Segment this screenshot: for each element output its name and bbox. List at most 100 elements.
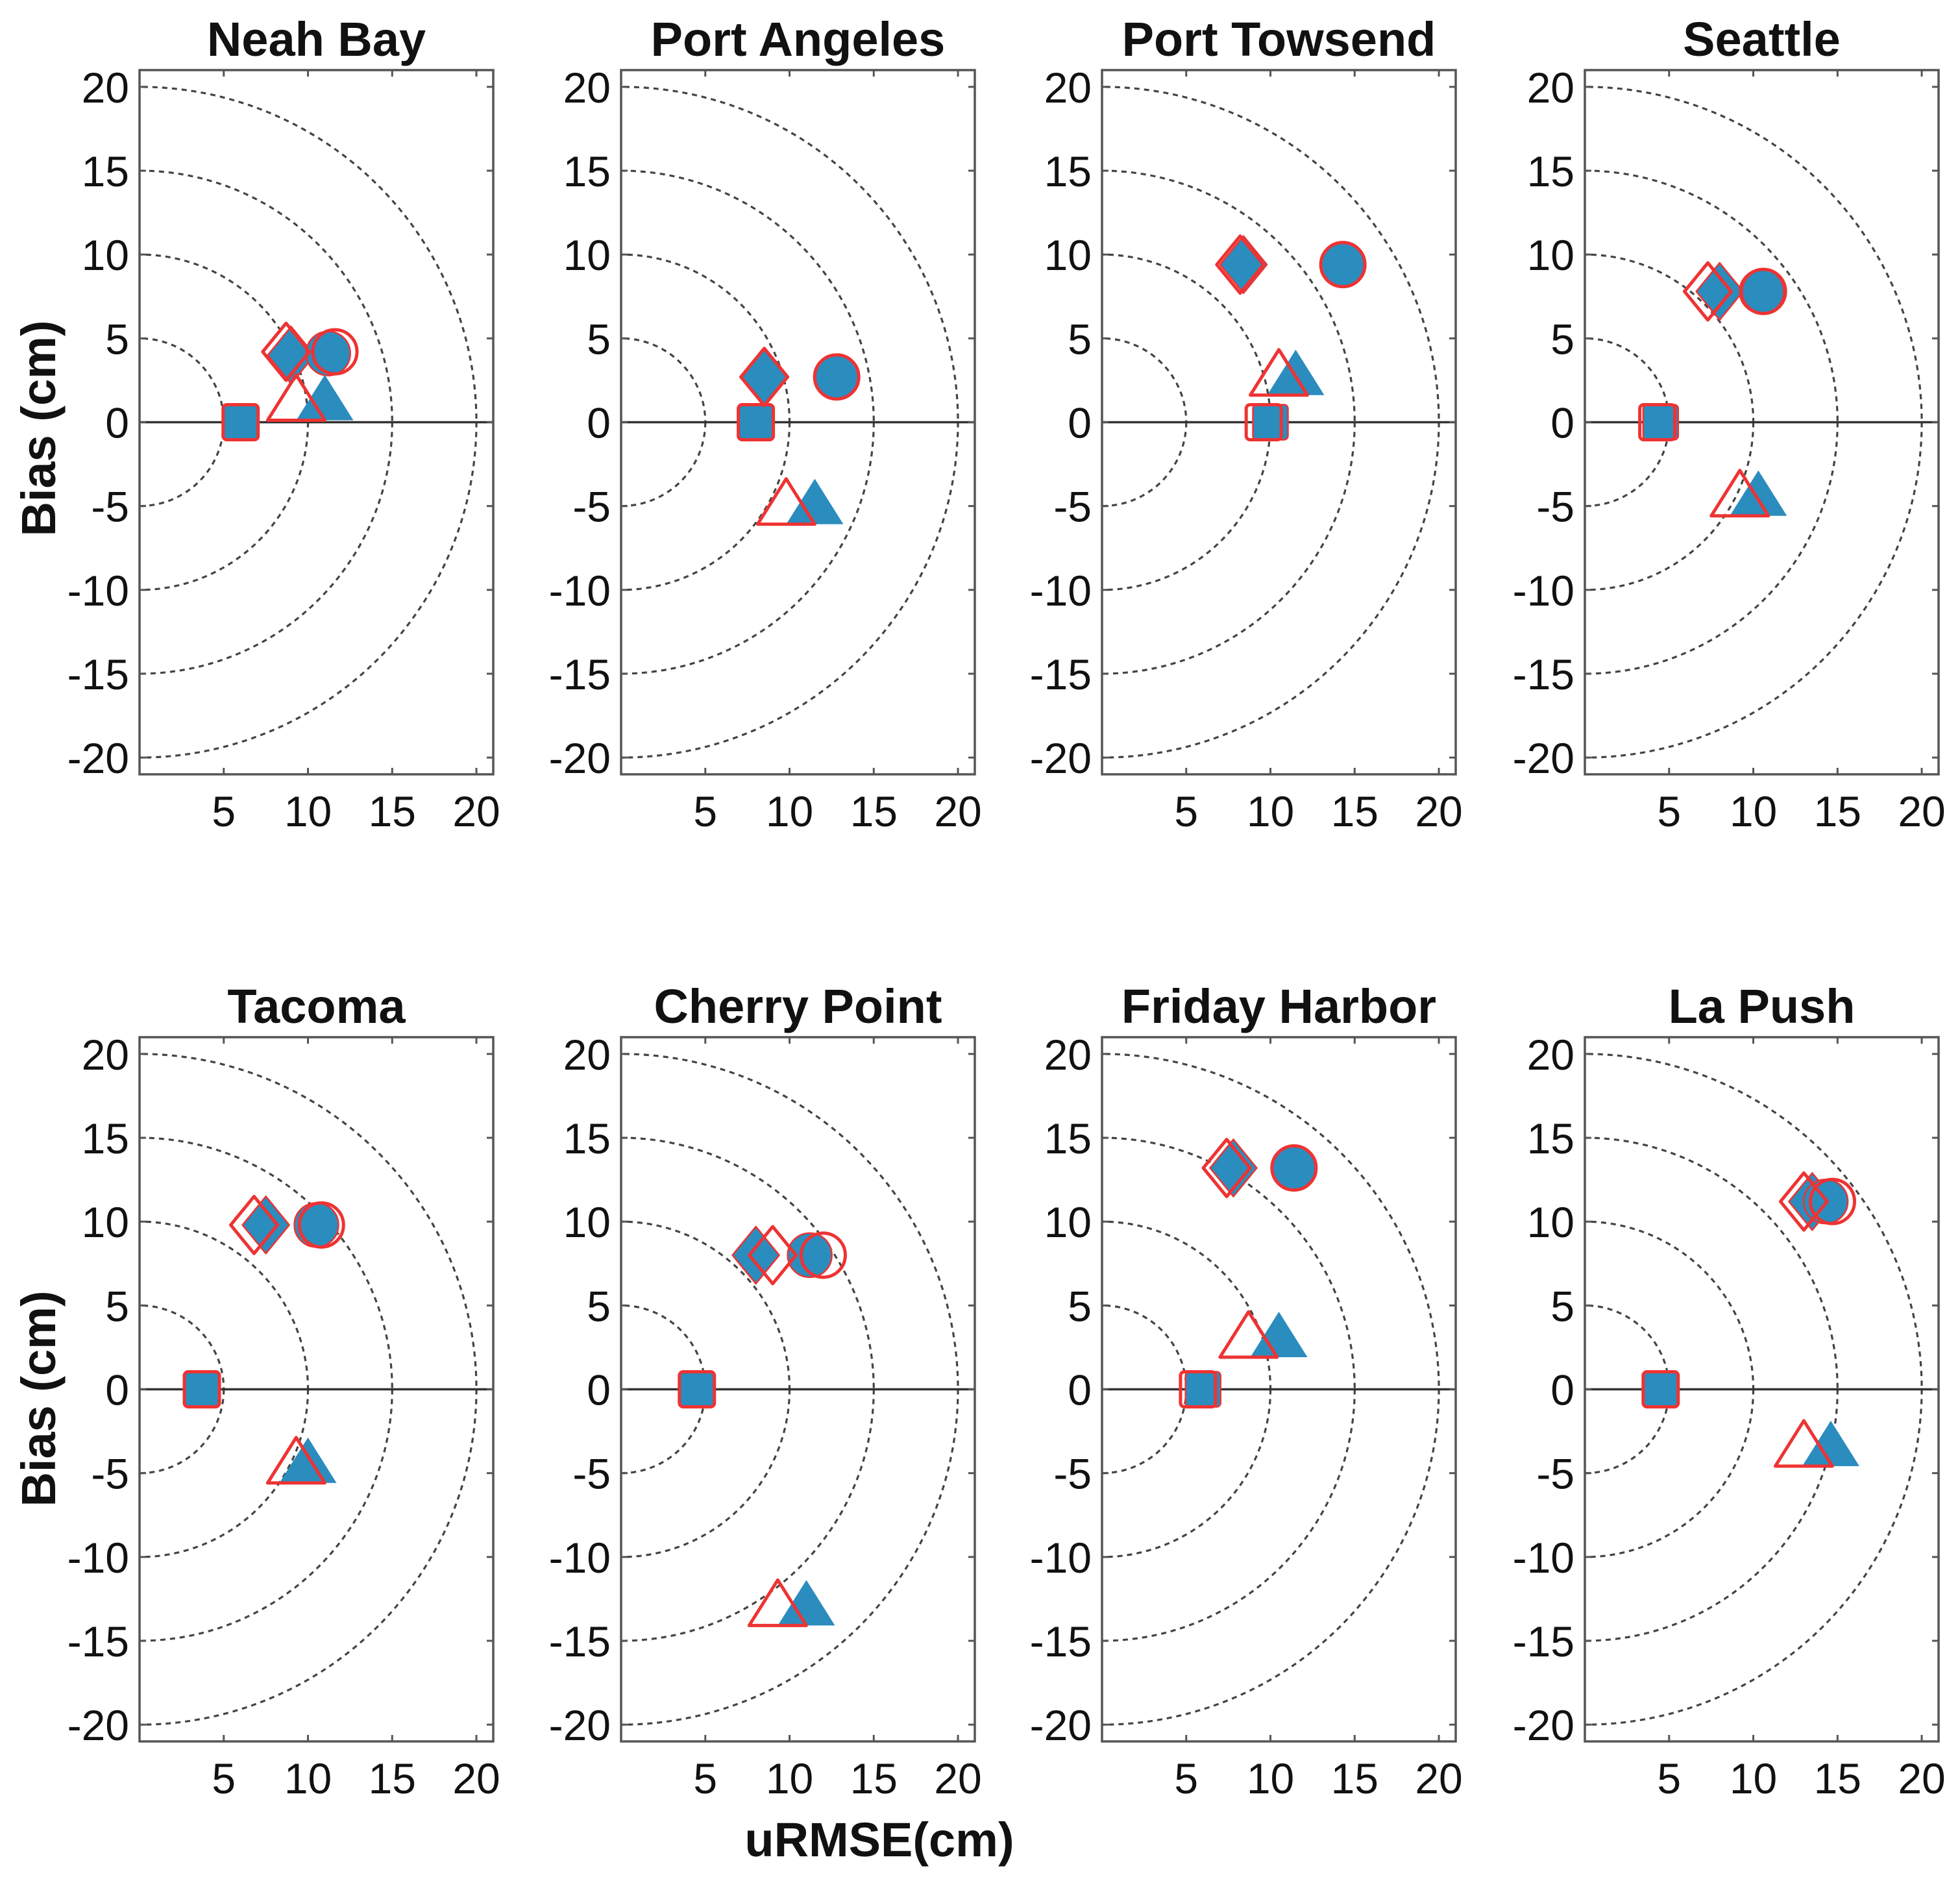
y-tick-label: -15 — [1513, 650, 1574, 698]
x-tick-label: 20 — [1415, 1754, 1462, 1802]
panel-6: Cherry Point -20 -15 -10 -5 0 5 10 15 20 5 10 15 20 — [549, 979, 982, 1802]
x-tick-label: 5 — [1174, 1754, 1198, 1802]
panel-title: Tacoma — [227, 979, 406, 1033]
filled-triangle-marker — [279, 1437, 337, 1483]
y-tick-label: 15 — [1527, 1114, 1574, 1162]
y-tick-label: -20 — [67, 1701, 129, 1749]
y-tick-label: -5 — [91, 483, 129, 531]
y-tick-label: -20 — [549, 734, 611, 782]
y-tick-label: -10 — [549, 1534, 611, 1582]
x-tick-label: 20 — [452, 787, 500, 835]
x-tick-label: 20 — [1898, 787, 1945, 835]
y-tick-label: -15 — [1030, 650, 1092, 698]
x-tick-label: 5 — [212, 787, 236, 835]
y-tick-label: -5 — [91, 1450, 129, 1498]
y-tick-label: 10 — [82, 1198, 129, 1246]
y-tick-label: -5 — [572, 1450, 611, 1498]
filled-diamond-marker — [241, 1196, 290, 1255]
y-tick-label: 0 — [1068, 1366, 1092, 1414]
y-tick-label: 5 — [105, 315, 129, 363]
y-tick-label: 10 — [1527, 231, 1574, 279]
x-tick-label: 15 — [1814, 1754, 1861, 1802]
x-tick-label: 15 — [1814, 787, 1861, 835]
open-diamond-marker — [1682, 261, 1733, 322]
y-tick-label: 20 — [563, 1031, 611, 1079]
y-tick-label: 0 — [587, 399, 611, 447]
y-tick-label: -5 — [1536, 1450, 1574, 1498]
y-tick-label: 15 — [1044, 1114, 1092, 1162]
filled-diamond-marker — [1209, 1138, 1258, 1198]
y-tick-label: -20 — [1513, 734, 1574, 782]
open-square-marker — [1638, 403, 1677, 441]
y-tick-label: -15 — [1030, 1617, 1092, 1665]
y-tick-label: 0 — [1550, 1366, 1574, 1414]
filled-square-marker — [1642, 1371, 1680, 1408]
open-circle-marker — [813, 353, 861, 401]
open-circle-marker — [1739, 267, 1787, 315]
filled-diamond-marker — [1695, 262, 1744, 321]
open-triangle-marker — [1218, 1310, 1279, 1359]
y-axis-label-bottom: Bias (cm) — [12, 1290, 66, 1506]
open-circle-marker — [1809, 1177, 1856, 1225]
y-tick-label: 20 — [1527, 1031, 1574, 1079]
filled-diamond-marker — [740, 347, 789, 406]
panel-title: Friday Harbor — [1121, 979, 1436, 1033]
open-triangle-marker — [755, 477, 816, 526]
y-tick-label: -20 — [549, 1701, 611, 1749]
x-tick-label: 5 — [693, 1754, 717, 1802]
x-tick-label: 20 — [934, 787, 981, 835]
filled-square-marker — [737, 404, 774, 441]
panel-title: Seattle — [1683, 12, 1841, 66]
open-square-marker — [737, 403, 776, 441]
panel-title: Port Angeles — [651, 12, 946, 66]
filled-diamond-marker — [1219, 235, 1268, 294]
open-triangle-marker — [265, 1436, 326, 1485]
y-tick-label: -15 — [549, 650, 611, 698]
y-tick-label: 15 — [82, 1114, 129, 1162]
filled-triangle-marker — [1730, 470, 1787, 516]
y-tick-label: -10 — [67, 567, 129, 615]
y-tick-label: 20 — [82, 1031, 129, 1079]
filled-square-marker — [183, 1371, 221, 1408]
x-tick-label: 20 — [452, 1754, 500, 1802]
y-tick-label: -15 — [67, 650, 129, 698]
y-tick-label: -10 — [549, 567, 611, 615]
x-tick-label: 15 — [850, 1754, 898, 1802]
y-tick-label: 15 — [563, 1114, 611, 1162]
y-tick-label: 10 — [563, 1198, 611, 1246]
y-tick-label: 0 — [105, 1366, 129, 1414]
filled-triangle-marker — [1250, 1312, 1308, 1357]
panel-8: La Push -20 -15 -10 -5 0 5 10 15 20 5 10 15 20 — [1513, 979, 1946, 1802]
y-tick-label: -20 — [1030, 1701, 1092, 1749]
panel-7: Friday Harbor -20 -15 -10 -5 0 5 10 15 20 5 10 15 20 — [1030, 979, 1463, 1802]
panel-3: Port Towsend -20 -15 -10 -5 0 5 10 15 20 5 10 15 20 — [1030, 12, 1463, 835]
open-diamond-marker — [748, 1225, 798, 1286]
open-triangle-marker — [265, 373, 326, 422]
filled-square-marker — [678, 1371, 716, 1408]
open-circle-marker — [799, 1231, 847, 1279]
y-tick-label: 15 — [1044, 147, 1092, 195]
y-tick-label: 10 — [1527, 1198, 1574, 1246]
y-tick-label: 20 — [1044, 64, 1092, 112]
x-tick-label: 10 — [1247, 787, 1294, 835]
open-triangle-marker — [1709, 469, 1770, 518]
y-axis-label-top: Bias (cm) — [12, 320, 66, 536]
panel-4: Seattle -20 -15 -10 -5 0 5 10 15 20 5 10 15 20 — [1513, 12, 1946, 835]
x-tick-label: 10 — [1730, 1754, 1777, 1802]
x-tick-label: 10 — [284, 1754, 332, 1802]
x-tick-label: 5 — [1657, 1754, 1681, 1802]
y-tick-label: 10 — [82, 231, 129, 279]
x-tick-label: 15 — [1331, 787, 1378, 835]
panel-title: La Push — [1669, 979, 1856, 1033]
x-tick-label: 20 — [934, 1754, 981, 1802]
y-tick-label: -10 — [1513, 567, 1574, 615]
panel-title: Cherry Point — [654, 979, 942, 1033]
y-tick-label: -15 — [549, 1617, 611, 1665]
y-tick-label: 10 — [563, 231, 611, 279]
x-tick-label: 15 — [850, 787, 898, 835]
y-tick-label: 5 — [1068, 315, 1092, 363]
open-square-marker — [1244, 403, 1283, 441]
filled-triangle-marker — [1802, 1420, 1859, 1466]
